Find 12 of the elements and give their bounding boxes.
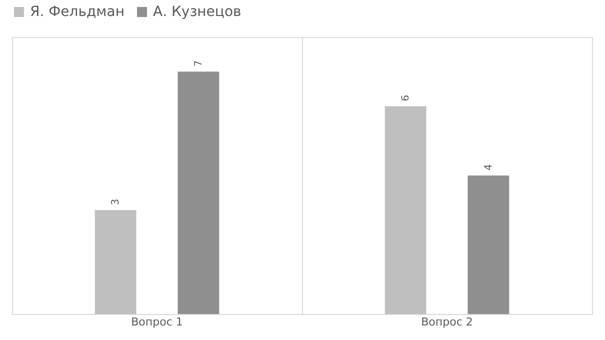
bar	[468, 176, 510, 314]
x-tick-label: Вопрос 2	[421, 316, 473, 328]
legend-label: А. Кузнецов	[153, 4, 242, 20]
bar	[384, 106, 426, 314]
data-label: 6	[400, 94, 412, 102]
data-label: 3	[110, 198, 122, 206]
legend-label: Я. Фельдман	[30, 4, 124, 20]
data-label: 7	[193, 60, 204, 67]
x-tick-label: Вопрос 1	[131, 316, 183, 328]
bar	[178, 72, 220, 314]
bar	[94, 210, 136, 314]
data-label: 4	[483, 164, 494, 170]
